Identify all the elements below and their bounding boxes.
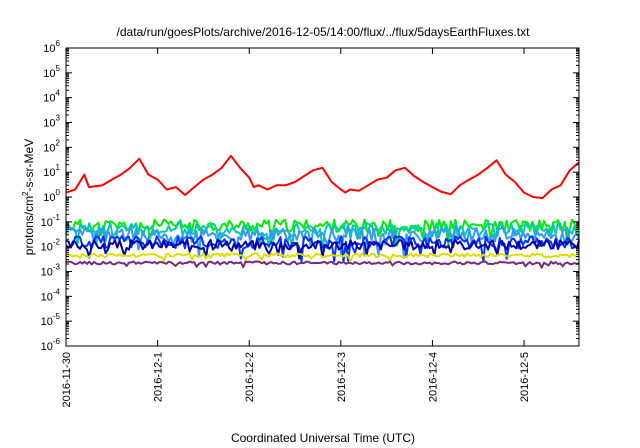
y-tick-exp: -2 (53, 238, 61, 247)
y-tick-label: 102 (43, 138, 60, 154)
series-line-2 (65, 221, 580, 251)
y-axis-label-rest: -s-sr-MeV (22, 139, 36, 192)
y-tick-base: 10 (41, 217, 53, 229)
y-tick-exp: 1 (56, 163, 61, 172)
y-tick-label: 10-1 (41, 213, 61, 229)
y-axis: 10610510410310210110010-110-210-310-410-… (41, 39, 579, 353)
chart-title: /data/run/goesPlots/archive/2016-12-05/1… (117, 25, 531, 39)
y-tick-exp: 4 (56, 89, 61, 98)
series-line-3 (65, 226, 580, 259)
x-tick-label: 2016-12-4 (427, 352, 439, 402)
y-tick-base: 10 (41, 242, 53, 254)
x-axis-label: Coordinated Universal Time (UTC) (231, 431, 415, 445)
plot-frame (65, 47, 580, 347)
y-tick-base: 10 (43, 142, 55, 154)
y-tick-base: 10 (43, 93, 55, 105)
y-tick-base: 10 (41, 291, 53, 303)
series-line-6 (65, 252, 580, 262)
y-tick-exp: 5 (56, 64, 61, 73)
series-line-0 (65, 154, 580, 200)
y-axis-label-sup: 2 (21, 191, 30, 196)
y-tick-exp: -4 (53, 287, 61, 296)
y-tick-base: 10 (43, 43, 55, 55)
y-tick-base: 10 (43, 68, 55, 80)
x-axis: 2016-11-30 2016-12-1 2016-12-2 2016-12-3 201… (61, 48, 531, 407)
y-tick-label: 106 (43, 39, 60, 55)
y-tick-exp: -3 (53, 263, 61, 272)
y-axis-label-base: protons/cm (22, 196, 36, 255)
series-line-7 (65, 260, 580, 269)
y-tick-label: 100 (43, 188, 60, 204)
y-tick-base: 10 (43, 118, 55, 130)
y-tick-exp: -1 (53, 213, 61, 222)
y-tick-label: 10-3 (41, 263, 61, 279)
y-tick-label: 101 (43, 163, 60, 179)
y-tick-label: 104 (43, 89, 60, 105)
x-tick-label: 2016-12-2 (244, 352, 256, 402)
y-tick-exp: 3 (56, 114, 61, 123)
y-tick-exp: 0 (56, 188, 61, 197)
x-tick-label: 2016-11-30 (61, 352, 73, 407)
y-tick-exp: -6 (53, 337, 61, 346)
y-tick-label: 105 (43, 64, 60, 80)
y-tick-base: 10 (43, 192, 55, 204)
x-tick-label: 2016-12-1 (153, 352, 165, 402)
y-tick-base: 10 (43, 167, 55, 179)
y-tick-label: 10-4 (41, 287, 61, 303)
y-tick-exp: 2 (56, 138, 61, 147)
y-tick-label: 10-5 (41, 312, 61, 328)
y-tick-label: 10-2 (41, 238, 61, 254)
y-tick-base: 10 (41, 267, 53, 279)
y-tick-label: 10-6 (41, 337, 61, 353)
y-tick-base: 10 (41, 316, 53, 328)
x-tick-label: 2016-12-5 (519, 352, 531, 402)
series-layer (65, 154, 580, 269)
y-axis-label: protons/cm2-s-sr-MeV (21, 139, 36, 255)
y-tick-label: 103 (43, 114, 60, 130)
y-tick-exp: 6 (56, 39, 61, 48)
y-tick-exp: -5 (53, 312, 61, 321)
y-tick-base: 10 (41, 341, 53, 353)
x-tick-label: 2016-12-3 (336, 352, 348, 402)
